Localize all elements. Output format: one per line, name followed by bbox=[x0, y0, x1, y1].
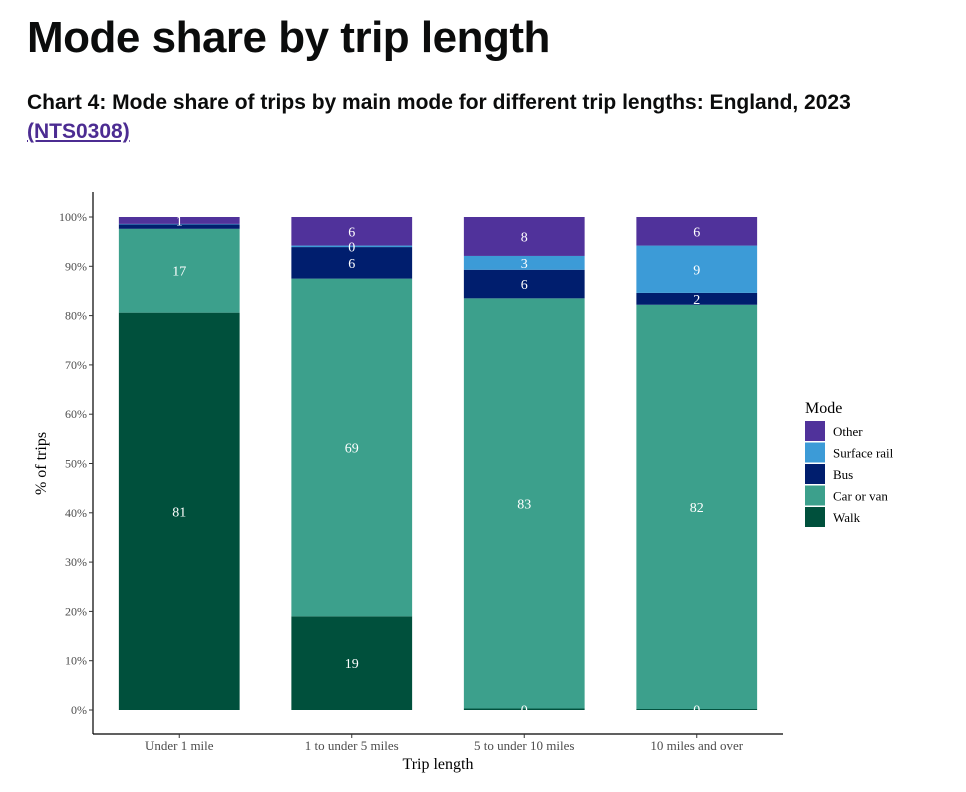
legend-group: Mode Other Surface rail Bus Car or van Walk bbox=[805, 400, 894, 527]
y-tick-label: 30% bbox=[65, 555, 87, 569]
legend-swatch-car-or-van bbox=[805, 485, 825, 506]
bar-segment-surface-rail bbox=[636, 245, 758, 293]
bar-segment-surface-rail bbox=[463, 255, 585, 270]
data-label: 69 bbox=[345, 441, 359, 456]
bar-segment-bus bbox=[118, 224, 240, 229]
bars-group bbox=[118, 217, 758, 710]
bar-segment-walk bbox=[463, 708, 585, 710]
data-label: 2 bbox=[693, 293, 700, 308]
legend-label-bus: Bus bbox=[833, 467, 853, 482]
data-label: 19 bbox=[345, 657, 359, 672]
data-label: 3 bbox=[521, 257, 528, 272]
data-label: 0 bbox=[693, 704, 700, 719]
bar-segment-car-or-van bbox=[636, 304, 758, 710]
y-tick-label: 60% bbox=[65, 407, 87, 421]
legend-swatch-surface-rail bbox=[805, 442, 825, 463]
y-tick-label: 20% bbox=[65, 604, 87, 618]
data-label: 6 bbox=[521, 278, 528, 293]
data-label: 1 bbox=[176, 214, 183, 229]
data-label: 83 bbox=[517, 497, 531, 512]
data-label: 0 bbox=[348, 240, 355, 255]
bar-segment-bus bbox=[463, 269, 585, 299]
bar-segment-car-or-van bbox=[118, 228, 240, 313]
legend-title: Mode bbox=[805, 400, 842, 417]
x-tick-label: 5 to under 10 miles bbox=[474, 738, 574, 753]
source-table-link[interactable]: (NTS0308) bbox=[27, 120, 130, 143]
data-label: 82 bbox=[690, 501, 704, 516]
chart-heading-text: Chart 4: Mode share of trips by main mod… bbox=[27, 91, 851, 114]
legend-label-other: Other bbox=[833, 424, 863, 439]
page-title: Mode share by trip length bbox=[27, 13, 550, 62]
y-tick-label: 0% bbox=[71, 703, 87, 717]
y-tick-label: 10% bbox=[65, 654, 87, 668]
data-label: 81 bbox=[172, 505, 186, 520]
chart-heading: Chart 4: Mode share of trips by main mod… bbox=[27, 88, 947, 146]
axes-group: 0% 10% 20% 30% 40% 50% 60% 70% 80% 90% 100% Under 1… bbox=[33, 192, 783, 773]
bar-segment-bus bbox=[291, 247, 413, 279]
x-tick-label: 10 miles and over bbox=[650, 738, 743, 753]
legend-swatch-walk bbox=[805, 507, 825, 527]
legend-label-surface-rail: Surface rail bbox=[833, 446, 894, 461]
bar-segment-other bbox=[636, 217, 758, 246]
y-tick-label: 90% bbox=[65, 259, 87, 273]
bar-segment-walk bbox=[636, 709, 758, 710]
data-label: 6 bbox=[693, 225, 700, 240]
y-tick-label: 70% bbox=[65, 358, 87, 372]
y-tick-label: 40% bbox=[65, 506, 87, 520]
bar-segment-other bbox=[463, 217, 585, 256]
bar-segment-surface-rail bbox=[291, 245, 413, 248]
bar-segment-walk bbox=[118, 312, 240, 710]
bar-segment-other bbox=[118, 217, 240, 224]
bar-segment-bus bbox=[636, 292, 758, 305]
x-tick-label: Under 1 mile bbox=[145, 738, 214, 753]
y-tick-label: 50% bbox=[65, 457, 87, 471]
y-tick-label: 80% bbox=[65, 309, 87, 323]
data-label: 6 bbox=[348, 257, 355, 272]
data-label: 9 bbox=[693, 263, 700, 278]
x-axis-title: Trip length bbox=[403, 756, 474, 773]
legend-swatch-other bbox=[805, 421, 825, 441]
data-label: 0 bbox=[521, 703, 528, 718]
bar-segment-walk bbox=[291, 616, 413, 710]
legend-label-walk: Walk bbox=[833, 510, 861, 525]
bar-segment-other bbox=[291, 217, 413, 246]
bar-segment-car-or-van bbox=[463, 298, 585, 709]
y-tick-label: 100% bbox=[59, 210, 87, 224]
data-label: 8 bbox=[521, 230, 528, 245]
bar-segment-car-or-van bbox=[291, 278, 413, 617]
x-tick-label: 1 to under 5 miles bbox=[305, 738, 399, 753]
y-axis-title: % of trips bbox=[33, 432, 50, 495]
data-label: 6 bbox=[348, 225, 355, 240]
legend-label-car-or-van: Car or van bbox=[833, 489, 888, 504]
data-label: 17 bbox=[172, 265, 186, 280]
legend-swatch-bus bbox=[805, 464, 825, 484]
